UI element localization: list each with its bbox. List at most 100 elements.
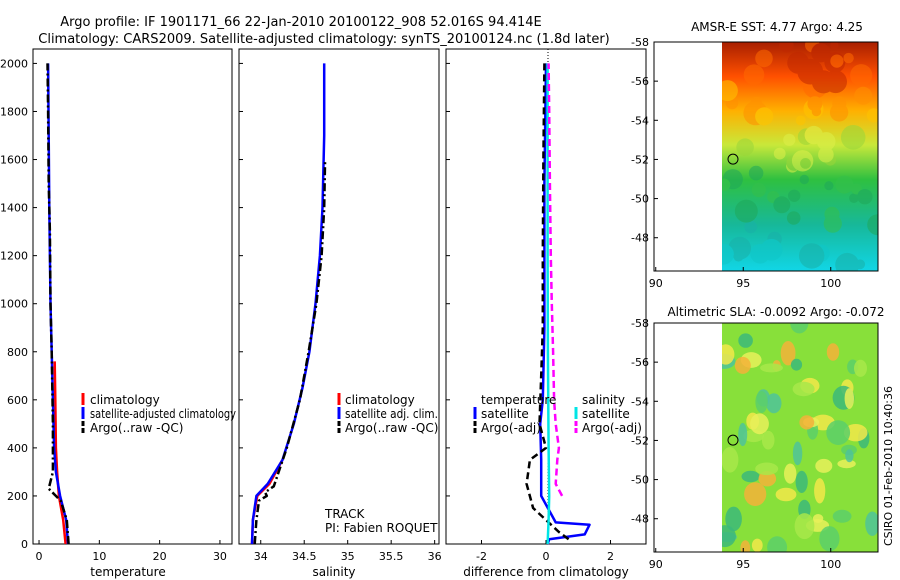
series-line-2 [546,63,551,545]
y-tick-label: -58 [631,317,649,330]
side-label: CSIRO 01-Feb-2010 10:40:36 [882,386,895,546]
sst-texture-blob [733,251,744,262]
sst-texture-blob [795,115,806,126]
sla-texture-blob [755,391,768,413]
sla-texture-blob [761,430,775,450]
sst-map-title: AMSR-E SST: 4.77 Argo: 4.25 [691,20,863,34]
x-tick-label: 90 [649,277,663,290]
sla-texture-blob [837,459,856,469]
y-tick-label: -48 [631,232,649,245]
salinity-axes [238,48,440,545]
sla-texture-blob [766,393,782,414]
argo-position-marker [727,153,739,165]
y-tick-label: 400 [7,442,28,455]
sla-texture-blob [741,470,760,483]
series-line-0 [538,63,591,545]
sst-texture-blob [744,220,758,234]
y-tick-label: 1200 [0,250,28,263]
temperature-axes [32,48,233,545]
sst-texture-blob [748,165,764,181]
sla-texture-blob [758,471,777,487]
sla-texture-blob [734,356,751,374]
sst-heatmap-texture [722,42,878,271]
x-tick-label: 20 [153,550,167,563]
legend-label-temp-argo: Argo(-adj) [481,421,541,435]
temperature-legend: climatology satellite-adjusted climatolo… [81,393,236,435]
sla-map-title: Altimetric SLA: -0.0092 Argo: -0.072 [667,305,884,319]
x-tick-label: 30 [213,550,227,563]
x-tick-label: 34 [254,550,268,563]
sla-heatmap-texture [722,323,878,552]
legend-label-temp-satellite: satellite [481,407,529,421]
y-tick-label: 1800 [0,105,28,118]
y-tick-label: 200 [7,490,28,503]
sst-texture-blob [835,252,860,271]
legend-header-temperature: temperature [481,393,556,407]
x-tick-label: 35.5 [379,550,404,563]
legend-label-sal-argo: Argo(-adj) [582,421,642,435]
sst-texture-blob [722,243,734,265]
difference-xlabel: difference from climatology [463,565,629,579]
sst-texture-blob [760,238,783,261]
y-tick-label: 0 [21,538,28,551]
sla-texture-blob [775,487,797,502]
sla-texture-blob [738,333,753,348]
sst-texture-blob [799,243,825,269]
sst-texture-blob [755,107,774,126]
sst-texture-blob [824,206,840,222]
sst-texture-blob [857,189,873,205]
sst-texture-blob [743,64,765,85]
x-tick-label: 10 [92,550,106,563]
sst-texture-blob [830,54,844,68]
sla-texture-blob [790,323,809,334]
sla-texture-blob [767,536,788,552]
figure-title-line1: Argo profile: IF 1901171_66 22-Jan-2010 … [60,15,542,30]
sla-texture-blob [792,381,815,397]
sla-texture-blob [854,359,867,377]
sst-texture-blob [783,133,796,146]
x-tick-label: -2 [476,550,487,563]
x-tick-label: 95 [736,558,750,571]
salinity-xlabel: salinity [312,565,355,579]
y-tick-label: -52 [631,153,649,166]
legend-label-climatology: climatology [345,393,415,407]
series-line-3 [547,63,564,497]
series-line-1 [525,63,570,541]
sla-texture-blob [722,447,739,473]
sst-texture-blob [829,103,849,122]
legend-label-satellite: satellite adj. clim. [345,407,438,421]
legend-label-climatology: climatology [90,393,160,407]
argo-position-marker [727,434,739,446]
sla-texture-blob [740,540,751,552]
difference-legend: temperature salinity satellite Argo(-adj… [473,393,642,435]
y-tick-label: 1000 [0,298,28,311]
sst-texture-blob [804,125,823,145]
y-tick-label: 1400 [0,202,28,215]
sst-texture-blob [866,108,878,123]
salinity-legend: climatology satellite adj. clim. Argo(..… [337,393,438,435]
pi-label: PI: Fabien ROQUET [325,521,438,535]
x-tick-label: 100 [820,277,841,290]
sla-texture-blob [845,449,854,463]
sla-texture-blob [722,344,735,365]
sst-texture-blob [807,96,823,112]
y-tick-label: 600 [7,394,28,407]
legend-label-satellite-adjusted: satellite-adjusted climatology [90,407,236,421]
y-tick-label: -56 [631,75,649,88]
y-tick-label: -54 [631,395,649,408]
sst-texture-blob [840,125,866,150]
y-tick-label: 800 [7,346,28,359]
sla-texture-blob [865,511,878,536]
sla-texture-blob [815,458,833,473]
x-tick-label: 0 [543,550,550,563]
sst-texture-blob [850,64,873,87]
sla-texture-blob [843,424,868,442]
sla-texture-blob [750,413,769,435]
sla-texture-blob [738,422,748,447]
sst-texture-blob [843,52,854,64]
sst-texture-blob [818,146,834,163]
sst-texture-blob [788,189,801,202]
y-tick-label: -52 [631,434,649,447]
sst-texture-blob [722,80,738,102]
